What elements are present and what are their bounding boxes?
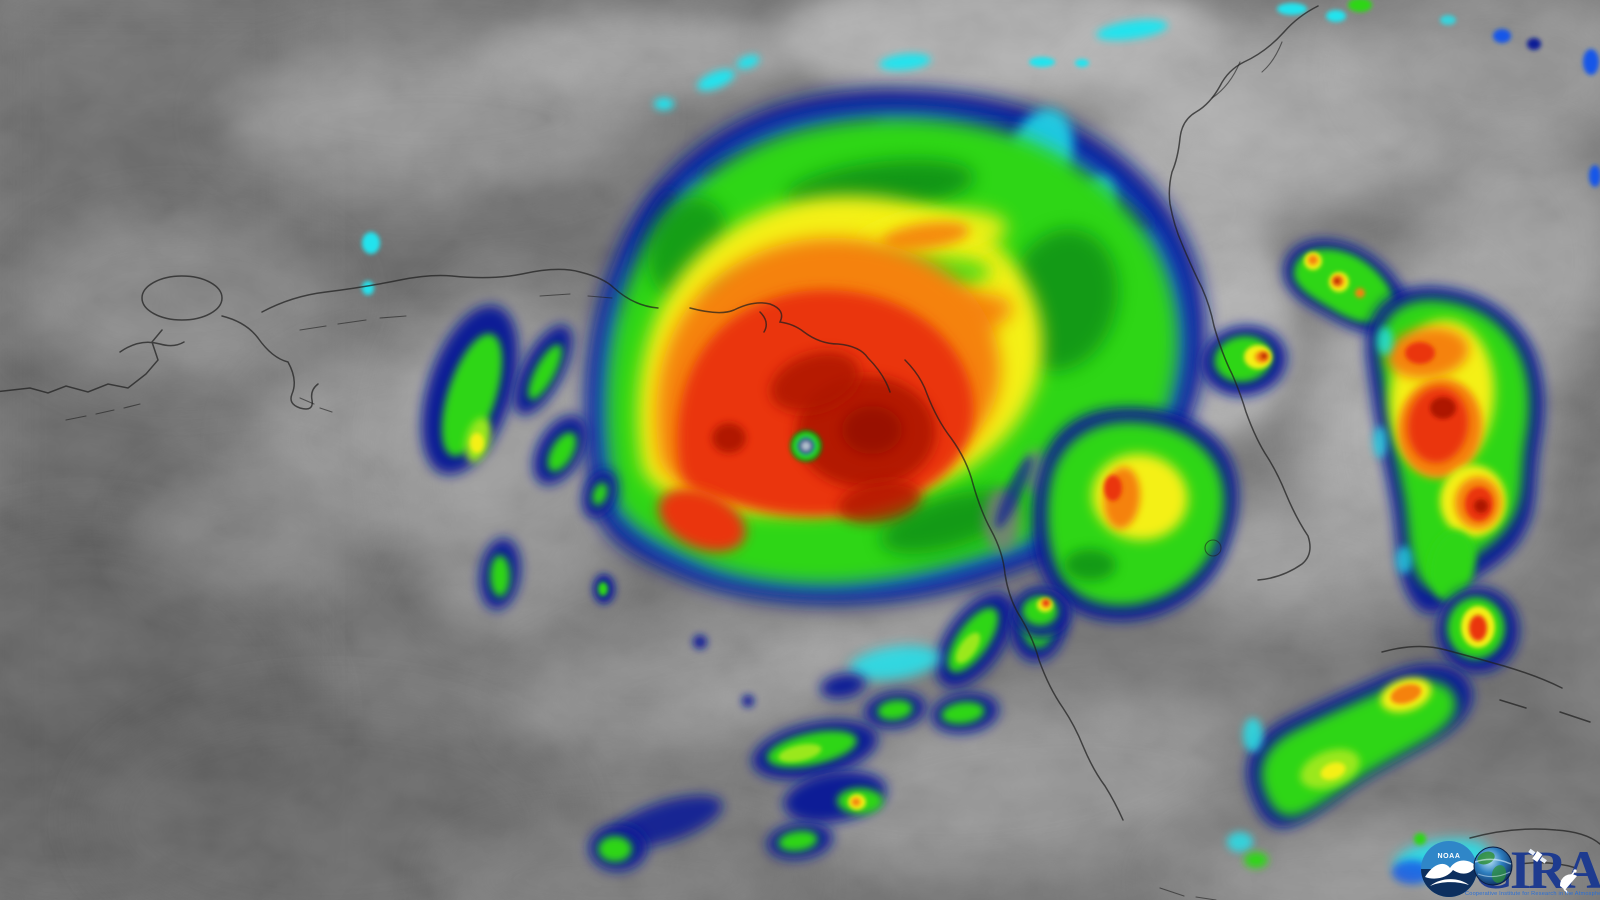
atlantic-rainband [1284,239,1545,673]
storm-cell-northeast-florida [1201,325,1287,397]
coastline-florida-panhandle [689,302,891,393]
noaa-logo-label: NOAA [1437,853,1460,860]
coastline-rivers [1211,41,1283,99]
noaa-logo: NOAA [1421,841,1477,897]
cira-tagline: Cooperative Institute for Research in th… [1465,891,1600,897]
coastline-florida-east [1168,5,1319,581]
satellite-icon [1528,848,1547,864]
seagull-over-sea-icon [1425,860,1476,886]
radar-dish-icon [1559,869,1577,894]
hurricane-eye [790,430,822,462]
cira-logo: CIRA Cooperative Institute for Research … [1465,840,1600,900]
coastline-barrier-islands [65,293,613,421]
coastline-bahamas [1381,645,1591,723]
storm-cell-west-cluster [362,232,618,610]
convection-layer [362,0,1600,884]
coastline-cuba [1469,828,1600,869]
coastline-louisiana [0,315,319,410]
cyan-specks-top [1029,0,1600,187]
coastlines [0,5,1600,900]
coastline-lake-pontchartrain [141,275,223,321]
coastline-gulf-coast [261,268,659,313]
earth-globe-icon [1473,846,1513,886]
coastline-lake-okeechobee [1204,539,1222,557]
coastline-florida-west [904,359,1124,821]
storm-cell-central-florida [1013,407,1239,638]
